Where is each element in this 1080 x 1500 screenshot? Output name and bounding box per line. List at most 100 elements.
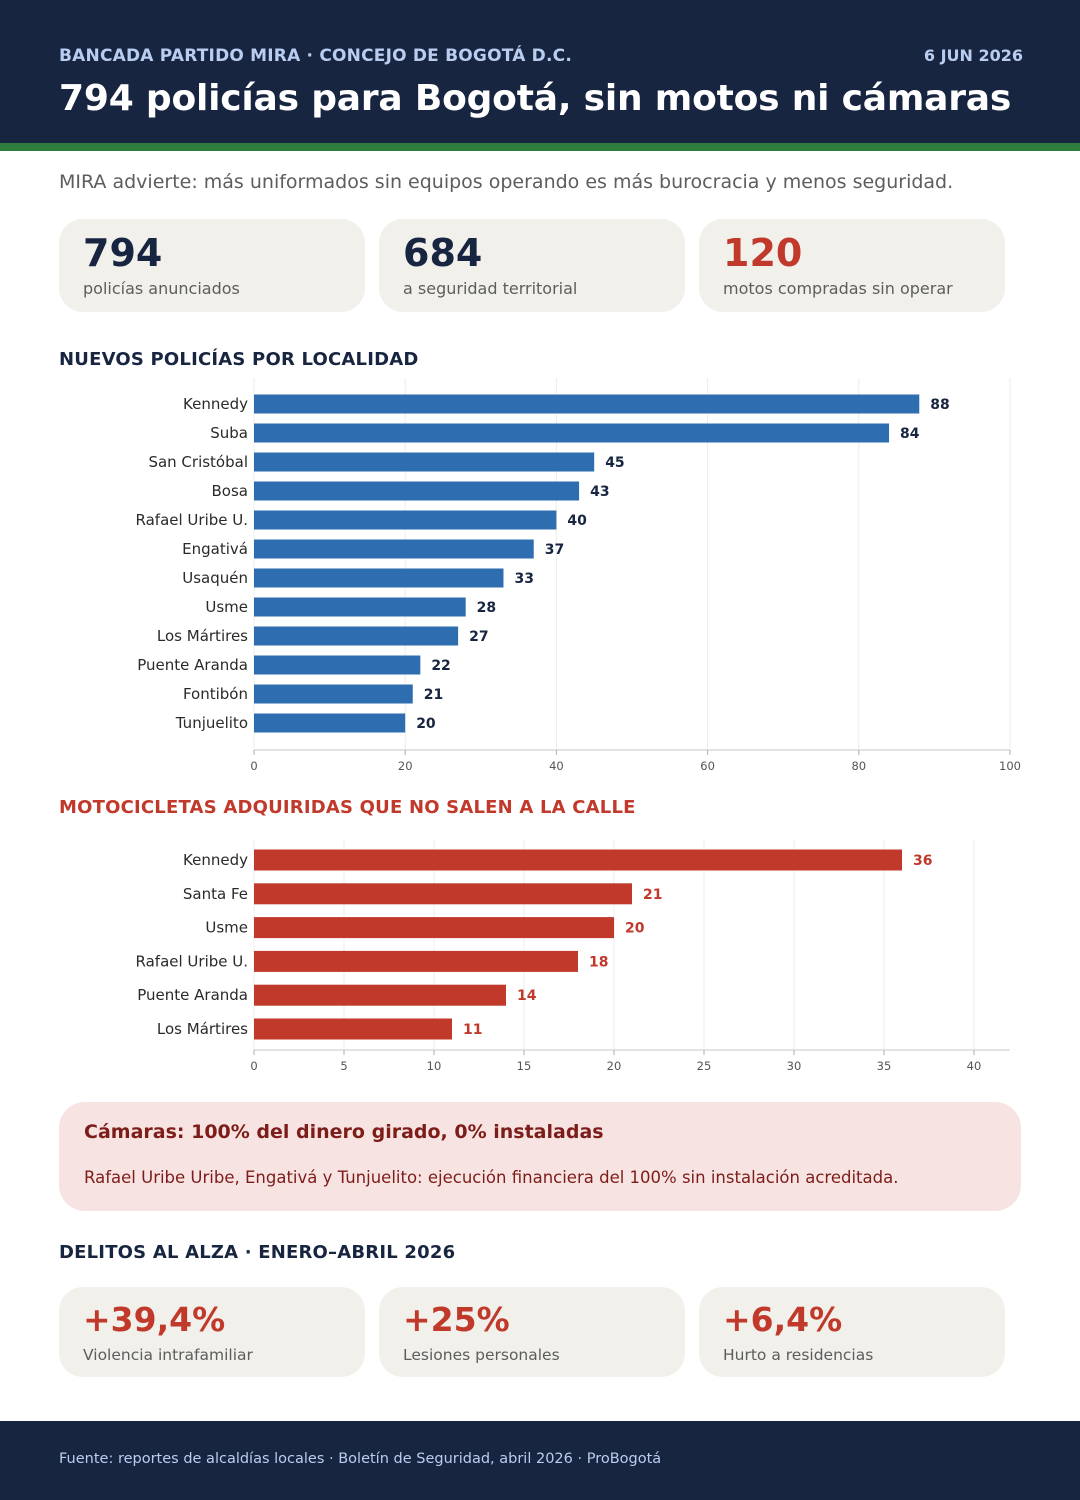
x-tick-label: 100 bbox=[999, 759, 1021, 773]
x-tick-label: 30 bbox=[787, 1059, 802, 1073]
category-label: Santa Fe bbox=[183, 885, 248, 903]
bar bbox=[254, 713, 406, 733]
x-tick-label: 0 bbox=[250, 759, 257, 773]
stat-label: motos compradas sin operar bbox=[723, 279, 953, 298]
bar bbox=[254, 883, 632, 905]
crimes-section-title: DELITOS AL ALZA · ENERO–ABRIL 2026 bbox=[59, 1242, 456, 1263]
stat-value: 120 bbox=[723, 231, 803, 275]
category-label: Kennedy bbox=[183, 395, 248, 413]
alert-text: Rafael Uribe Uribe, Engativá y Tunjuelit… bbox=[84, 1168, 899, 1187]
value-label: 40 bbox=[567, 513, 587, 529]
category-label: Puente Aranda bbox=[137, 656, 248, 674]
stat-value: 794 bbox=[83, 231, 163, 275]
crime-label: Lesiones personales bbox=[403, 1346, 560, 1364]
bar bbox=[254, 539, 534, 559]
value-label: 27 bbox=[469, 629, 488, 645]
crime-value: +39,4% bbox=[83, 1300, 226, 1339]
bar bbox=[254, 950, 578, 972]
category-label: Tunjuelito bbox=[175, 714, 248, 732]
footer: Fuente: reportes de alcaldías locales · … bbox=[0, 1421, 1080, 1500]
stat-value: 684 bbox=[403, 231, 483, 275]
header-banner bbox=[0, 0, 1080, 143]
category-label: Puente Aranda bbox=[137, 986, 248, 1004]
crime-card-domestic-violence: +39,4% Violencia intrafamiliar bbox=[59, 1287, 365, 1377]
bar bbox=[254, 849, 902, 871]
bar bbox=[254, 917, 614, 939]
crime-card-home-burglary: +6,4% Hurto a residencias bbox=[699, 1287, 1005, 1377]
header-kicker: BANCADA PARTIDO MIRA · CONCEJO DE BOGOTÁ… bbox=[59, 46, 572, 66]
x-tick-label: 60 bbox=[700, 759, 715, 773]
bar bbox=[254, 626, 459, 646]
police-chart-title: NUEVOS POLICÍAS POR LOCALIDAD bbox=[59, 349, 419, 370]
crime-card-personal-injuries: +25% Lesiones personales bbox=[379, 1287, 685, 1377]
value-label: 14 bbox=[517, 988, 537, 1004]
x-tick-label: 15 bbox=[517, 1059, 532, 1073]
value-label: 22 bbox=[431, 658, 450, 674]
value-label: 18 bbox=[589, 954, 608, 970]
bar bbox=[254, 655, 421, 675]
bar bbox=[254, 394, 920, 414]
category-label: San Cristóbal bbox=[148, 453, 248, 471]
category-label: Suba bbox=[210, 424, 248, 442]
bar bbox=[254, 481, 580, 501]
value-label: 20 bbox=[625, 921, 645, 937]
stat-card-police-announced: 794 policías anunciados bbox=[59, 219, 365, 312]
page-title: 794 policías para Bogotá, sin motos ni c… bbox=[59, 78, 1012, 119]
stat-label: a seguridad territorial bbox=[403, 279, 578, 298]
idle-motorcycles-chart: 0 5 10 15 20 25 30 35 40 Kennedy 36 Santa Fe 21 Usme 2… bbox=[136, 840, 1010, 1073]
category-label: Usme bbox=[205, 919, 248, 937]
value-label: 21 bbox=[643, 887, 662, 903]
x-tick-label: 10 bbox=[427, 1059, 442, 1073]
page-subtitle: MIRA advierte: más uniformados sin equip… bbox=[59, 171, 954, 193]
category-label: Kennedy bbox=[183, 851, 248, 869]
header-date: 6 JUN 2026 bbox=[923, 46, 1023, 65]
value-label: 28 bbox=[477, 600, 496, 616]
x-tick-label: 40 bbox=[549, 759, 564, 773]
x-tick-label: 35 bbox=[877, 1059, 892, 1073]
value-label: 43 bbox=[590, 484, 609, 500]
value-label: 33 bbox=[514, 571, 533, 587]
value-label: 84 bbox=[900, 426, 920, 442]
bar bbox=[254, 510, 557, 530]
category-label: Rafael Uribe U. bbox=[136, 511, 249, 529]
x-tick-label: 20 bbox=[398, 759, 413, 773]
bar bbox=[254, 684, 413, 704]
value-label: 36 bbox=[913, 853, 932, 869]
x-tick-label: 40 bbox=[967, 1059, 982, 1073]
bar bbox=[254, 568, 504, 588]
stat-card-territorial-security: 684 a seguridad territorial bbox=[379, 219, 685, 312]
footer-source: Fuente: reportes de alcaldías locales · … bbox=[59, 1451, 662, 1467]
category-label: Rafael Uribe U. bbox=[136, 952, 249, 970]
bar bbox=[254, 1018, 452, 1040]
header-accent-stripe bbox=[0, 143, 1080, 151]
bar bbox=[254, 984, 506, 1006]
motos-chart-title: MOTOCICLETAS ADQUIRIDAS QUE NO SALEN A L… bbox=[59, 797, 636, 818]
category-label: Usaquén bbox=[182, 569, 248, 587]
value-label: 45 bbox=[605, 455, 624, 471]
police-by-locality-chart: 0 20 40 60 80 100 Kennedy 88 Suba 84 San Cristóbal… bbox=[136, 378, 1021, 773]
crime-label: Hurto a residencias bbox=[723, 1346, 874, 1364]
value-label: 21 bbox=[424, 687, 443, 703]
bar bbox=[254, 423, 890, 443]
category-label: Bosa bbox=[212, 482, 248, 500]
crime-label: Violencia intrafamiliar bbox=[83, 1346, 253, 1364]
alert-title: Cámaras: 100% del dinero girado, 0% inst… bbox=[84, 1121, 604, 1143]
x-tick-label: 20 bbox=[607, 1059, 622, 1073]
stat-card-motos-idle: 120 motos compradas sin operar bbox=[699, 219, 1005, 312]
category-label: Fontibón bbox=[183, 685, 248, 703]
crime-value: +6,4% bbox=[723, 1300, 843, 1339]
value-label: 11 bbox=[463, 1022, 482, 1038]
category-label: Engativá bbox=[182, 540, 248, 558]
category-label: Usme bbox=[205, 598, 248, 616]
x-tick-label: 80 bbox=[851, 759, 866, 773]
value-label: 37 bbox=[545, 542, 564, 558]
x-tick-label: 5 bbox=[340, 1059, 347, 1073]
stat-label: policías anunciados bbox=[83, 279, 240, 298]
value-label: 88 bbox=[930, 397, 949, 413]
category-label: Los Mártires bbox=[157, 627, 248, 645]
x-tick-label: 25 bbox=[697, 1059, 712, 1073]
bar bbox=[254, 452, 595, 472]
crime-value: +25% bbox=[403, 1300, 510, 1339]
category-label: Los Mártires bbox=[157, 1020, 248, 1038]
cameras-alert-box: Cámaras: 100% del dinero girado, 0% inst… bbox=[59, 1102, 1021, 1211]
